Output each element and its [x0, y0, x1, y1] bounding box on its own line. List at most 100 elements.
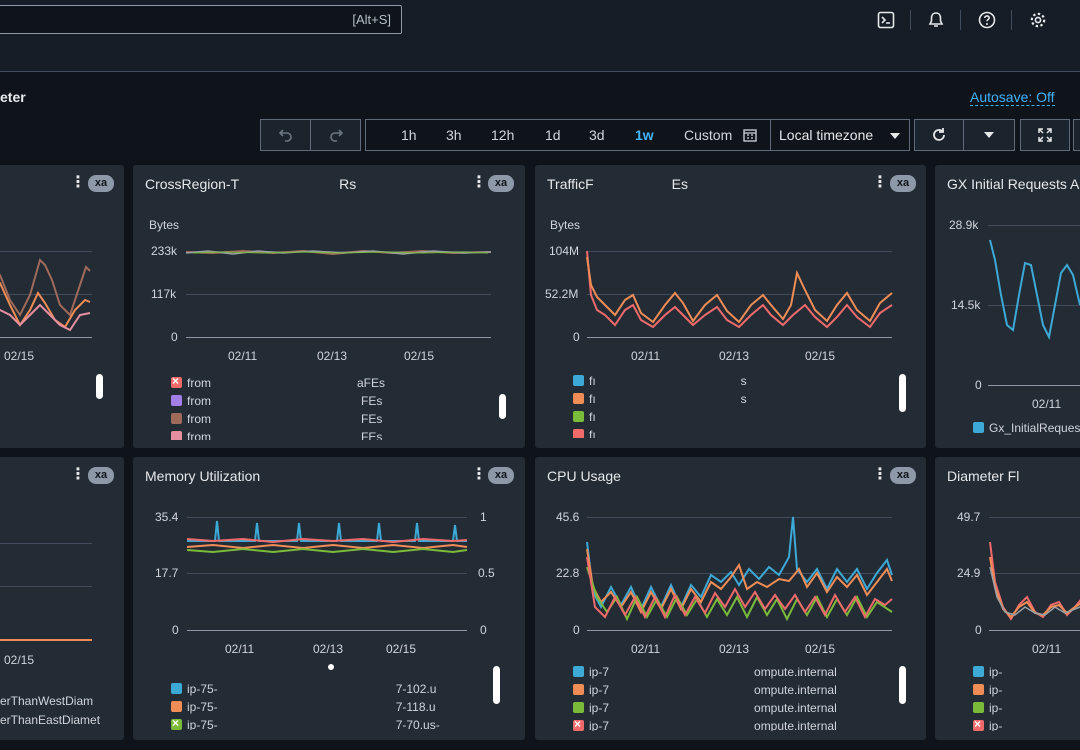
legend-item[interactable]: ip- [973, 665, 1002, 679]
chart-lines [989, 239, 1080, 341]
gear-icon[interactable] [1027, 9, 1049, 31]
legend-item[interactable]: ip-75- 7-102.u [171, 682, 436, 696]
legend-item[interactable]: ip-75- 7-118.u [171, 700, 436, 714]
legend-item[interactable]: ip- [973, 683, 1002, 697]
x-tick-label: 02/13 [313, 642, 344, 656]
refresh-options-button[interactable] [963, 119, 1015, 151]
widget-badge[interactable]: xa [890, 175, 916, 192]
menu-dots-icon[interactable]: ⋮ [471, 174, 487, 191]
gridline [0, 251, 92, 252]
range-1d[interactable]: 1d [545, 127, 561, 143]
widget-title: Memory Utilization [145, 468, 261, 484]
y-tick-label: 0 [171, 330, 178, 344]
series-green [186, 547, 468, 554]
x-axis [988, 385, 1080, 386]
fullscreen-button[interactable] [1020, 119, 1070, 151]
y-tick-label: 233k [151, 244, 178, 258]
gridline [0, 294, 92, 295]
legend-item[interactable]: from FEs [171, 394, 382, 408]
legend-item[interactable]: fı s [573, 392, 747, 406]
series-orange [0, 281, 91, 329]
refresh-button[interactable] [914, 119, 964, 151]
top-navigation-bar: [Alt+S] [0, 0, 1080, 72]
legend-scrollbar[interactable] [493, 666, 500, 704]
legend-item[interactable]: erThanWestDiam [0, 694, 94, 708]
timezone-select[interactable]: Local timezone [770, 120, 911, 150]
x-tick-label: 02/13 [317, 349, 348, 363]
gridline [587, 294, 892, 295]
help-icon[interactable] [976, 9, 998, 31]
series-pink [0, 303, 91, 332]
bell-icon[interactable] [925, 9, 947, 31]
menu-dots-icon[interactable]: ⋮ [471, 466, 487, 483]
gridline [988, 225, 1080, 226]
legend-item[interactable]: fı s [573, 374, 747, 388]
x-tick-label: 02/11 [1032, 397, 1062, 411]
legend-item[interactable]: ip- [973, 719, 1002, 731]
x-axis [0, 337, 92, 338]
y-tick-label: 24.9 [957, 566, 981, 580]
dashboard-title: eter [0, 89, 26, 105]
pagination-dot[interactable] [328, 664, 334, 670]
legend-item[interactable]: ip- [973, 701, 1002, 715]
divider [1011, 10, 1012, 30]
undo-button[interactable] [260, 119, 311, 151]
chart-lines [0, 258, 91, 332]
widget-title: GX Initial Requests A [947, 176, 1080, 192]
widget-badge[interactable]: xa [88, 175, 114, 192]
more-actions-button[interactable] [1073, 119, 1080, 151]
menu-dots-icon[interactable]: ⋮ [70, 466, 86, 483]
legend-item[interactable]: from FEs [171, 430, 382, 440]
widget-badge[interactable]: xa [488, 175, 514, 192]
y-tick-label: 0 [975, 378, 982, 392]
cloudshell-icon[interactable] [875, 9, 897, 31]
legend-item[interactable]: fı [573, 428, 596, 438]
range-1w[interactable]: 1w [635, 127, 654, 143]
y-tick-label: 0 [573, 330, 580, 344]
legend-item[interactable]: fı [573, 410, 596, 424]
menu-dots-icon[interactable]: ⋮ [70, 174, 86, 191]
x-tick-label: 02/11 [225, 642, 255, 656]
redo-button[interactable] [310, 119, 361, 151]
legend-scrollbar[interactable] [899, 666, 906, 704]
search-input[interactable]: [Alt+S] [0, 5, 402, 34]
x-tick-label: 02/15 [386, 642, 417, 656]
gridline [587, 251, 892, 252]
legend-item[interactable]: erThanEastDiamet [0, 713, 101, 727]
y2-tick-label: 0.5 [478, 566, 495, 580]
gridline [989, 573, 1080, 574]
calendar-icon[interactable] [743, 128, 757, 142]
legend-scrollbar[interactable] [499, 394, 506, 419]
menu-dots-icon[interactable]: ⋮ [872, 466, 888, 483]
range-1h[interactable]: 1h [401, 127, 417, 143]
gridline [587, 517, 892, 518]
widget-badge[interactable]: xa [488, 467, 514, 484]
fullscreen-icon [1038, 128, 1052, 142]
legend-scrollbar[interactable] [899, 374, 906, 412]
series-grey [989, 566, 1080, 616]
range-12h[interactable]: 12h [491, 127, 515, 143]
gridline [187, 573, 467, 574]
menu-dots-icon[interactable]: ⋮ [872, 174, 888, 191]
range-3d[interactable]: 3d [589, 127, 605, 143]
x-tick-label: 02/11 [228, 349, 258, 363]
autosave-toggle[interactable]: Autosave: Off [970, 89, 1055, 106]
range-3h[interactable]: 3h [446, 127, 462, 143]
range-custom[interactable]: Custom [684, 127, 733, 143]
legend-scrollbar[interactable] [96, 374, 103, 399]
y-tick-label: 28.9k [949, 218, 979, 232]
legend-item[interactable]: Gx_InitialReques [973, 421, 1080, 435]
widget-title: CPU Usage [547, 468, 621, 484]
gridline [187, 517, 467, 518]
widget-badge[interactable]: xa [890, 467, 916, 484]
legend-item[interactable]: ip-75-7-70.us- [171, 718, 440, 730]
x-tick-label: 02/13 [719, 642, 750, 656]
widget-badge[interactable]: xa [88, 467, 114, 484]
chart-lines [586, 250, 893, 329]
legend-item[interactable]: from FEs [171, 412, 382, 426]
